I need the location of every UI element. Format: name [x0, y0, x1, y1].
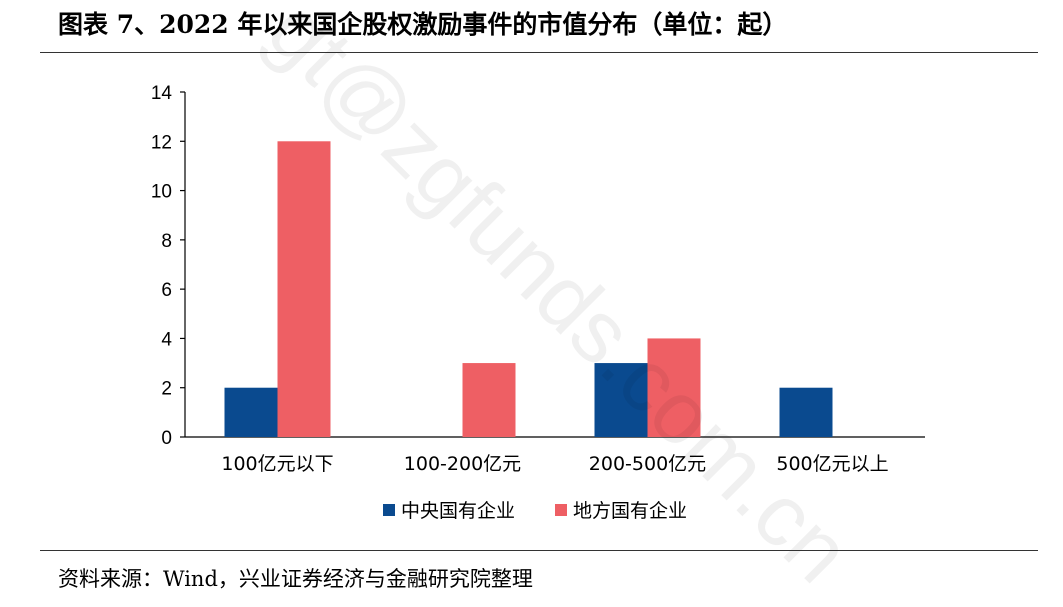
bottom-divider — [40, 550, 1038, 551]
chart-title: 图表 7、2022 年以来国企股权激励事件的市值分布（单位：起） — [58, 10, 788, 39]
top-divider — [40, 52, 1038, 53]
y-tick-label: 14 — [151, 83, 173, 104]
bar-central — [779, 387, 833, 437]
bar-central — [594, 363, 648, 437]
legend-swatch — [383, 504, 395, 516]
bars — [224, 141, 833, 438]
source-note: 资料来源：Wind，兴业证券经济与金融研究院整理 — [58, 567, 533, 591]
bar-local — [277, 141, 331, 438]
y-tick-label: 4 — [161, 329, 172, 350]
legend-label: 地方国有企业 — [573, 500, 687, 522]
y-tick-label: 2 — [161, 379, 172, 400]
bar-local — [462, 363, 516, 437]
x-axis: 100亿元以下 100-200亿元 200-500亿元 500亿元以上 — [185, 436, 925, 475]
bar-local — [647, 338, 701, 437]
legend-swatch — [555, 504, 567, 516]
legend-label: 中央国有企业 — [401, 500, 515, 522]
x-tick-label: 200-500亿元 — [589, 453, 706, 475]
x-tick-label: 100亿元以下 — [221, 453, 333, 475]
y-tick-label: 0 — [161, 428, 172, 449]
x-tick-label: 500亿元以上 — [776, 453, 888, 475]
x-tick-label: 100-200亿元 — [404, 453, 521, 475]
y-tick-label: 12 — [151, 132, 172, 153]
y-axis: 0 2 4 6 8 10 12 14 — [151, 83, 186, 449]
y-tick-label: 6 — [161, 280, 172, 301]
legend: 中央国有企业 地方国有企业 — [383, 500, 687, 522]
y-tick-label: 8 — [161, 231, 172, 252]
bar-central — [224, 387, 278, 437]
y-tick-label: 10 — [151, 182, 172, 203]
